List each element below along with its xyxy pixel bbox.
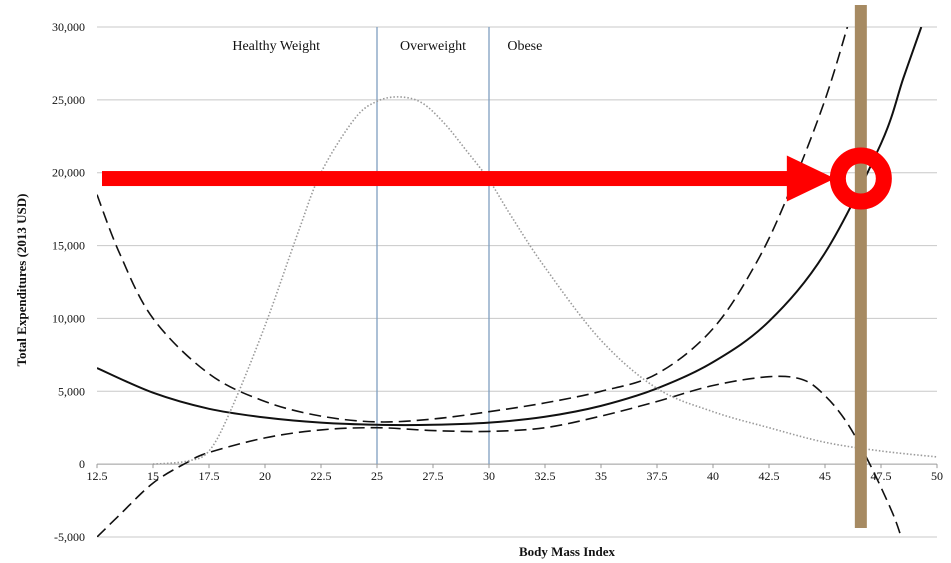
x-tick-label: 30 (483, 469, 495, 483)
y-tick-label: 5,000 (58, 384, 85, 398)
annotations (102, 5, 892, 528)
category-label: Obese (507, 39, 542, 54)
y-tick-label: 20,000 (52, 166, 85, 180)
arrow-head (786, 155, 835, 202)
grid-lines (97, 26, 937, 538)
x-tick-label: 35 (595, 469, 607, 483)
series-line-3 (97, 375, 902, 537)
x-axis-label: Body Mass Index (519, 544, 616, 559)
x-tick-label: 22.5 (311, 469, 332, 483)
x-tick-label: 20 (259, 469, 271, 483)
category-label: Healthy Weight (232, 39, 320, 54)
y-tick-label: 30,000 (52, 20, 85, 34)
y-tick-label: -5,000 (54, 530, 85, 544)
series-line-2 (97, 27, 849, 423)
x-tick-label: 37.5 (647, 469, 668, 483)
y-axis-label: Total Expenditures (2013 USD) (14, 194, 29, 367)
x-tick-label: 50 (931, 469, 943, 483)
y-tick-label: 10,000 (52, 311, 85, 325)
x-tick-label: 40 (707, 469, 719, 483)
y-tick-labels: -5,000 0 5,000 10,000 15,000 20,000 25,000 30,0… (52, 20, 85, 544)
y-tick-label: 25,000 (52, 93, 85, 107)
x-tick-label: 47.5 (871, 469, 892, 483)
category-dividers (376, 27, 490, 465)
series-lines (97, 27, 937, 537)
highlight-circle (829, 147, 892, 210)
series-line-1 (97, 27, 923, 427)
x-tick-label: 25 (371, 469, 383, 483)
series-line-4 (152, 96, 937, 465)
vertical-marker-bar (854, 5, 867, 528)
x-tick-label: 32.5 (535, 469, 556, 483)
x-tick-label: 15 (147, 469, 159, 483)
y-tick-label: 15,000 (52, 239, 85, 253)
x-tick-labels: 12.5 15 17.5 20 22.5 25 27.5 30 32.5 35 37.5 40 42.5… (87, 464, 943, 483)
x-tick-label: 42.5 (759, 469, 780, 483)
x-tick-label: 17.5 (199, 469, 220, 483)
x-tick-label: 27.5 (423, 469, 444, 483)
x-tick-label: 45 (819, 469, 831, 483)
x-tick-label: 12.5 (87, 469, 108, 483)
y-tick-label: 0 (79, 457, 85, 471)
category-label: Overweight (400, 39, 466, 54)
category-labels: Healthy Weight Overweight Obese (232, 39, 542, 54)
arrow-shaft (102, 171, 809, 187)
